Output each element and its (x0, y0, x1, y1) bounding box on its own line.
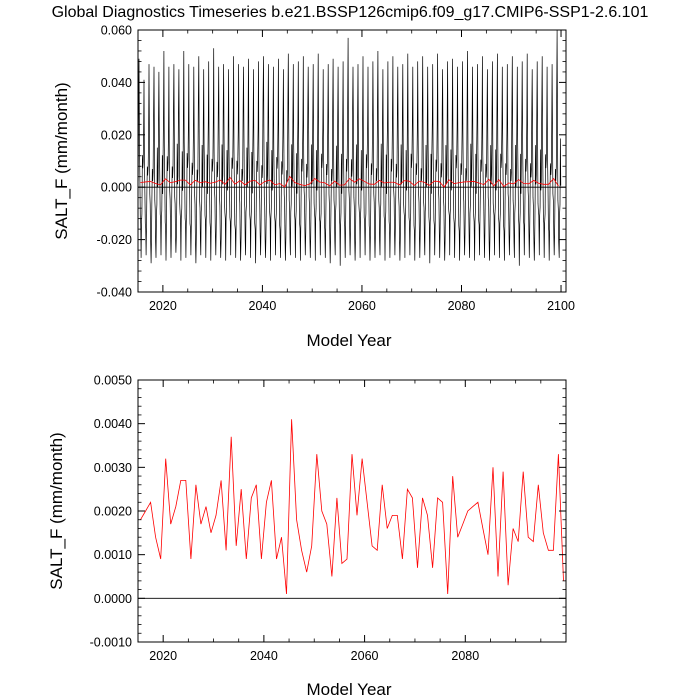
y-tick-label: 0.0030 (94, 461, 132, 475)
x-axis-ticks: 2020 2040 2060 2080 2100 (137, 30, 575, 313)
x-tick-label: 2080 (451, 649, 479, 663)
plot-frame (137, 379, 567, 643)
y-tick-label: 0.0050 (94, 374, 132, 388)
monthly-series-line (137, 29, 562, 266)
x-tick-label: 2040 (249, 299, 277, 313)
x-tick-label: 2100 (547, 299, 575, 313)
y-axis-ticks: -0.0010 0.0000 0.0010 0.0020 0.0030 0.0040 0.0… (90, 374, 566, 650)
x-axis-ticks: 2020 2040 2060 2080 (137, 380, 567, 663)
annual-mean-line (140, 175, 559, 188)
y-tick-label: 0.0020 (94, 505, 132, 519)
x-tick-label: 2080 (448, 299, 476, 313)
y-axis-ticks: -0.040 -0.020 0.000 0.020 0.040 0.060 (97, 24, 566, 300)
x-axis-label: Model Year (306, 331, 391, 350)
x-tick-label: 2020 (149, 299, 177, 313)
y-tick-label: -0.040 (97, 286, 132, 300)
annual-mean-series-line (140, 419, 564, 595)
y-tick-label: 0.040 (101, 76, 132, 90)
monthly-line (137, 29, 562, 266)
y-tick-label: 0.0040 (94, 417, 132, 431)
figure-title: Global Diagnostics Timeseries b.e21.BSSP… (52, 4, 649, 21)
x-tick-label: 2060 (351, 649, 379, 663)
y-tick-label: 0.0010 (94, 548, 132, 562)
y-axis-label: SALT_F (mm/month) (47, 432, 66, 589)
y-tick-label: 0.020 (101, 128, 132, 142)
y-tick-label: -0.020 (97, 233, 132, 247)
annual-mean-line (140, 419, 564, 595)
y-tick-label: 0.060 (101, 24, 132, 38)
x-tick-label: 2060 (348, 299, 376, 313)
y-tick-label: 0.000 (101, 181, 132, 195)
timeseries-panel-monthly: 2020 2040 2060 2080 2100 -0.040 -0.020 0.000 0.… (52, 24, 575, 351)
y-tick-label: 0.0000 (94, 592, 132, 606)
y-tick-label: -0.0010 (90, 636, 132, 650)
timeseries-panel-annual: 2020 2040 2060 2080 -0.0010 0.0000 0.0010 0.00… (47, 374, 567, 699)
annual-mean-series-line (140, 175, 559, 188)
x-axis-label: Model Year (306, 680, 391, 699)
y-axis-label: SALT_F (mm/month) (52, 82, 71, 239)
x-tick-label: 2020 (149, 649, 177, 663)
x-tick-label: 2040 (250, 649, 278, 663)
